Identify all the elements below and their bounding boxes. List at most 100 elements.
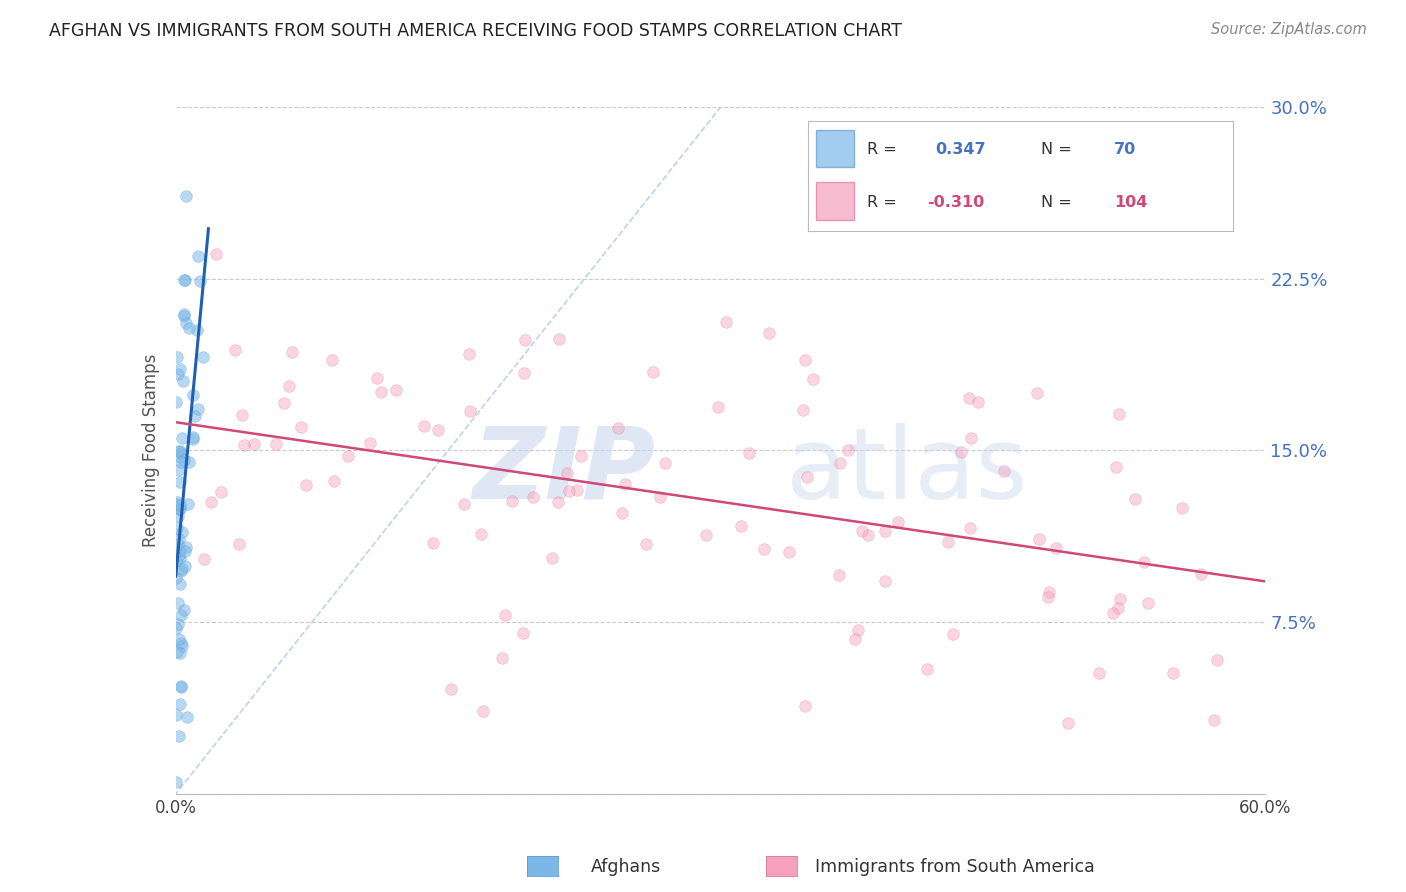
Point [170, 564, 193, 578]
Point [174, 316, 197, 330]
Point [547, 332, 569, 346]
Point [321, 353, 343, 368]
Point [174, 559, 197, 574]
Point [181, 387, 204, 401]
Point [569, 449, 592, 463]
Point [540, 550, 562, 565]
Point [470, 527, 492, 541]
Point [1108, 407, 1130, 421]
Point [169, 450, 191, 465]
Point [167, 596, 190, 610]
Point [607, 421, 630, 435]
Point [231, 408, 253, 422]
Point [176, 710, 198, 724]
Point [295, 477, 318, 491]
Point [648, 490, 671, 504]
Point [1025, 386, 1047, 401]
Point [187, 402, 209, 417]
Point [179, 321, 201, 335]
Point [938, 535, 960, 549]
Point [851, 524, 873, 538]
Text: Afghans: Afghans [591, 858, 661, 876]
Point [169, 444, 191, 458]
Point [167, 537, 190, 551]
Point [837, 443, 859, 458]
Point [166, 350, 188, 364]
Point [1105, 460, 1128, 475]
Point [290, 419, 312, 434]
Point [716, 315, 738, 329]
Point [174, 273, 197, 287]
Point [167, 729, 190, 743]
Point [322, 474, 344, 488]
Point [172, 431, 194, 445]
Point [228, 537, 250, 551]
Point [167, 548, 190, 562]
Point [1088, 665, 1111, 680]
Point [170, 455, 193, 469]
Point [846, 623, 869, 637]
Text: AFGHAN VS IMMIGRANTS FROM SOUTH AMERICA RECEIVING FOOD STAMPS CORRELATION CHART: AFGHAN VS IMMIGRANTS FROM SOUTH AMERICA … [49, 22, 903, 40]
Y-axis label: Receiving Food Stamps: Receiving Food Stamps [142, 354, 160, 547]
Point [205, 247, 228, 261]
Point [366, 371, 388, 385]
Point [166, 463, 188, 477]
Point [942, 627, 965, 641]
Point [796, 469, 818, 483]
Point [169, 502, 191, 516]
Point [1107, 601, 1129, 615]
Point [641, 366, 664, 380]
Point [169, 646, 191, 660]
Point [167, 443, 190, 458]
Text: atlas: atlas [786, 423, 1028, 519]
Point [793, 699, 815, 714]
Point [993, 464, 1015, 478]
Point [224, 343, 246, 357]
Point [170, 680, 193, 694]
Point [169, 475, 191, 489]
Point [166, 645, 188, 659]
Point [422, 536, 444, 550]
Point [173, 309, 195, 323]
Point [193, 552, 215, 566]
Point [754, 542, 776, 557]
Point [1189, 567, 1212, 582]
Point [778, 545, 800, 559]
Point [1125, 491, 1147, 506]
Point [167, 632, 190, 647]
Text: Immigrants from South America: Immigrants from South America [815, 858, 1095, 876]
Point [654, 456, 676, 470]
Point [512, 366, 534, 380]
Point [1161, 665, 1184, 680]
Point [858, 528, 880, 542]
Point [165, 707, 187, 722]
Point [1132, 555, 1154, 569]
Point [280, 345, 302, 359]
Point [494, 607, 516, 622]
Point [181, 430, 204, 444]
Point [165, 394, 187, 409]
Text: Source: ZipAtlas.com: Source: ZipAtlas.com [1211, 22, 1367, 37]
Text: ZIP: ZIP [472, 423, 655, 519]
Point [1057, 715, 1080, 730]
Point [1038, 584, 1060, 599]
Point [453, 497, 475, 511]
Point [875, 524, 897, 538]
Point [165, 554, 187, 568]
Point [887, 516, 910, 530]
Point [801, 371, 824, 385]
Point [172, 374, 194, 388]
Point [173, 603, 195, 617]
Point [165, 775, 187, 789]
Point [176, 189, 198, 203]
Point [370, 384, 392, 399]
Point [557, 483, 579, 498]
Point [169, 542, 191, 557]
Point [165, 622, 187, 636]
Point [610, 506, 633, 520]
Point [440, 681, 463, 696]
Point [513, 333, 536, 347]
Point [1202, 714, 1225, 728]
Point [169, 446, 191, 460]
Point [875, 574, 897, 588]
